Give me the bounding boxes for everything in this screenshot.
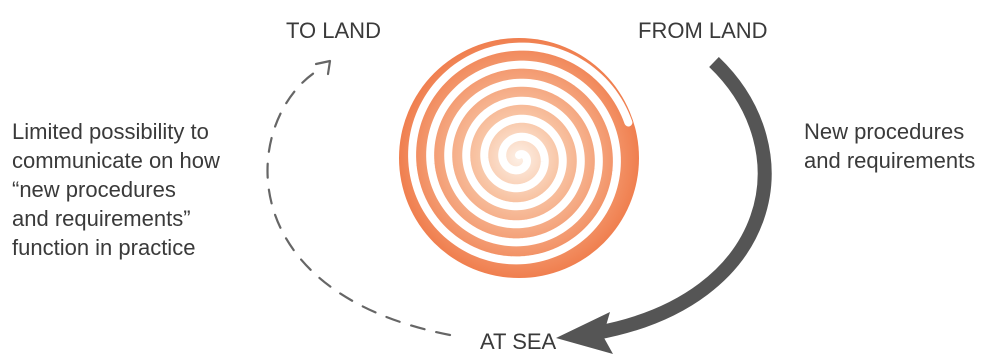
- from-land-arrow-head: [556, 312, 613, 354]
- right-note: New procedures and requirements: [804, 117, 975, 175]
- at-sea-label: AT SEA: [480, 329, 557, 354]
- to-land-arrow: [266, 59, 452, 337]
- spiral-graphic: [399, 38, 639, 278]
- to-land-label: TO LAND: [286, 18, 381, 43]
- from-land-arrow: [556, 56, 772, 354]
- from-land-label: FROM LAND: [638, 18, 768, 43]
- left-note-line: communicate on how: [12, 148, 220, 173]
- left-note-line: “new procedures: [12, 177, 176, 202]
- from-land-arrow-shaft: [594, 56, 772, 340]
- left-note: Limited possibility to communicate on ho…: [12, 117, 220, 262]
- to-land-arrow-shaft: [266, 66, 452, 337]
- left-note-line: Limited possibility to: [12, 119, 209, 144]
- right-note-line: and requirements: [804, 148, 976, 173]
- to-land-arrow-head: [314, 59, 332, 76]
- spiral-white-groove: [408, 42, 633, 265]
- right-note-line: New procedures: [804, 119, 965, 144]
- left-note-line: function in practice: [12, 235, 196, 260]
- left-note-line: and requirements”: [12, 206, 191, 231]
